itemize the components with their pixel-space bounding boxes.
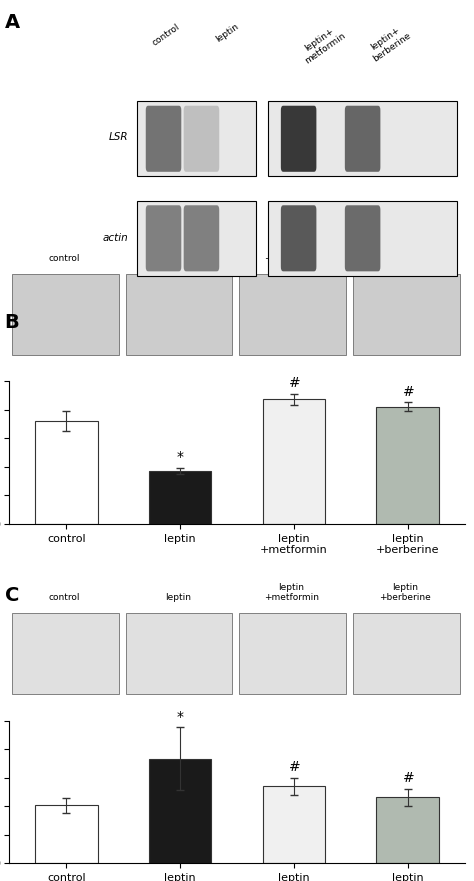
Text: *: * [177,710,183,724]
Text: *: * [177,450,183,464]
Bar [263,786,325,863]
Bar [126,274,232,355]
Text: leptin+
metformin: leptin+ metformin [297,22,347,65]
Bar [149,470,211,524]
Bar [376,797,439,863]
Text: actin: actin [102,233,128,243]
Bar [239,613,346,694]
Bar [12,274,118,355]
Text: leptin: leptin [214,22,241,44]
Bar [353,613,460,694]
Text: leptin
+berberine: leptin +berberine [380,243,431,263]
Text: #: # [288,376,300,390]
Bar [239,274,346,355]
Text: leptin+
berberine: leptin+ berberine [365,22,412,63]
Bar [35,805,98,863]
Text: leptin
+metformin: leptin +metformin [264,243,319,263]
Text: B: B [5,313,19,332]
Text: C: C [5,586,19,605]
Text: #: # [402,385,413,399]
Text: #: # [288,760,300,774]
Text: leptin: leptin [165,593,191,602]
Text: control: control [48,593,80,602]
Text: control: control [150,22,182,48]
Bar [263,399,325,524]
Text: #: # [402,771,413,785]
Bar [35,421,98,524]
Bar [149,759,211,863]
Bar [353,274,460,355]
Text: LSR: LSR [109,131,128,142]
Text: leptin: leptin [165,254,191,263]
Text: control: control [48,254,80,263]
Bar [126,613,232,694]
Bar [12,613,118,694]
Bar [376,407,439,524]
Text: leptin
+berberine: leptin +berberine [380,582,431,602]
Text: A: A [5,13,20,33]
Text: leptin
+metformin: leptin +metformin [264,582,319,602]
